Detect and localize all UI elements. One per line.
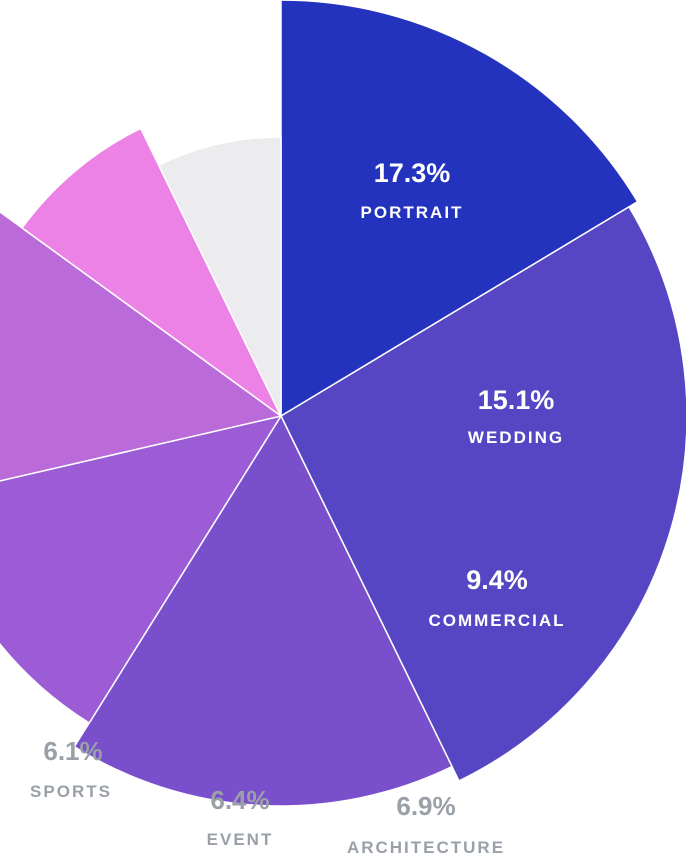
value-label-portrait: 17.3%	[374, 158, 451, 188]
slice-portrait	[280, 0, 639, 418]
slice-wedding	[280, 205, 686, 782]
category-label-portrait: PORTRAIT	[361, 203, 464, 222]
category-label-architecture: ARCHITECTURE	[347, 838, 505, 857]
value-label-wedding: 15.1%	[478, 385, 555, 415]
slice-commercial	[73, 414, 454, 807]
category-label-event: EVENT	[207, 830, 274, 849]
slice-remainder	[157, 136, 282, 417]
category-label-sports: SPORTS	[30, 782, 112, 801]
slice-architecture	[0, 414, 283, 725]
value-label-commercial: 9.4%	[466, 565, 528, 595]
value-label-event: 6.4%	[210, 785, 269, 815]
slice-sports	[21, 127, 282, 417]
slice-event	[0, 210, 283, 482]
chart-labels: 17.3% PORTRAIT 15.1% WEDDING 9.4% COMMERCIAL 6…	[30, 158, 565, 857]
category-label-wedding: WEDDING	[468, 428, 564, 447]
chart-slices	[0, 0, 686, 807]
value-label-sports: 6.1%	[43, 736, 102, 766]
category-label-commercial: COMMERCIAL	[428, 611, 565, 630]
value-label-architecture: 6.9%	[396, 791, 455, 821]
